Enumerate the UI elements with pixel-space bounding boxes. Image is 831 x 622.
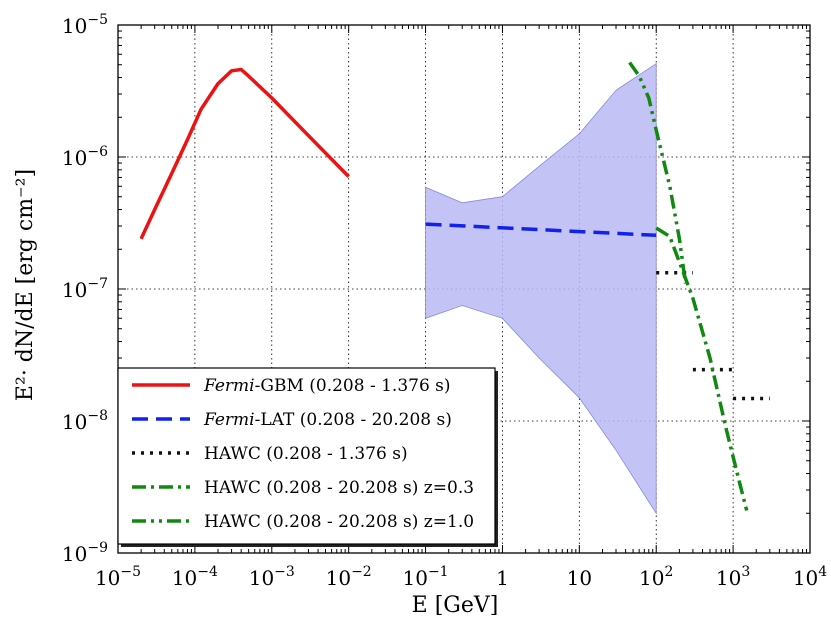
y-tick-label: 10−8 — [62, 408, 108, 434]
x-axis-title: E [GeV] — [412, 593, 499, 618]
x-tick-label: 104 — [793, 564, 827, 590]
y-tick-label: 10−7 — [62, 276, 108, 302]
x-tick-label: 1 — [496, 566, 509, 590]
y-tick-label: 10−5 — [62, 12, 108, 38]
x-tick-label: 10−3 — [249, 564, 295, 590]
series-line — [425, 222, 657, 238]
x-tick-label: 10 — [567, 566, 592, 590]
legend-label: HAWC (0.208 - 20.208 s) z=0.3 — [204, 478, 474, 498]
grid-lines — [118, 25, 810, 553]
data-series — [139, 61, 770, 511]
y-axis-title: E²· dN/dE [erg cm⁻²] — [13, 169, 38, 401]
y-tick-label: 10−9 — [62, 540, 108, 566]
y-tick-label: 10−6 — [62, 144, 108, 170]
lat-band-area — [425, 62, 657, 515]
fermi-lat-uncertainty-band — [425, 62, 657, 515]
x-tick-label: 10−5 — [95, 564, 141, 590]
series-1 — [139, 67, 350, 240]
series-line — [655, 226, 749, 511]
x-tick-label: 102 — [639, 564, 673, 590]
legend-label: HAWC (0.208 - 20.208 s) z=1.0 — [204, 512, 474, 532]
series-5 — [628, 61, 688, 284]
x-tick-label: 103 — [716, 564, 750, 590]
x-tick-labels: 10−5 10−4 10−3 10−2 10−1 1 10 102 103 104 — [95, 564, 827, 590]
x-tick-label: 10−4 — [172, 564, 218, 590]
series-2 — [425, 222, 657, 238]
y-tick-labels: 10−9 10−8 10−7 10−6 10−5 — [62, 12, 108, 566]
x-tick-label: 10−1 — [403, 564, 449, 590]
legend: Fermi-GBM (0.208 - 1.376 s) Fermi-LAT (0.… — [117, 367, 498, 547]
series-line — [139, 67, 350, 240]
series-line — [628, 61, 688, 284]
legend-label: HAWC (0.208 - 1.376 s) — [204, 444, 408, 464]
legend-label: Fermi-LAT (0.208 - 20.208 s) — [203, 410, 452, 430]
x-tick-label: 10−2 — [326, 564, 372, 590]
legend-label: Fermi-GBM (0.208 - 1.376 s) — [203, 376, 451, 396]
series-4 — [655, 226, 749, 511]
legend-box — [117, 367, 496, 545]
